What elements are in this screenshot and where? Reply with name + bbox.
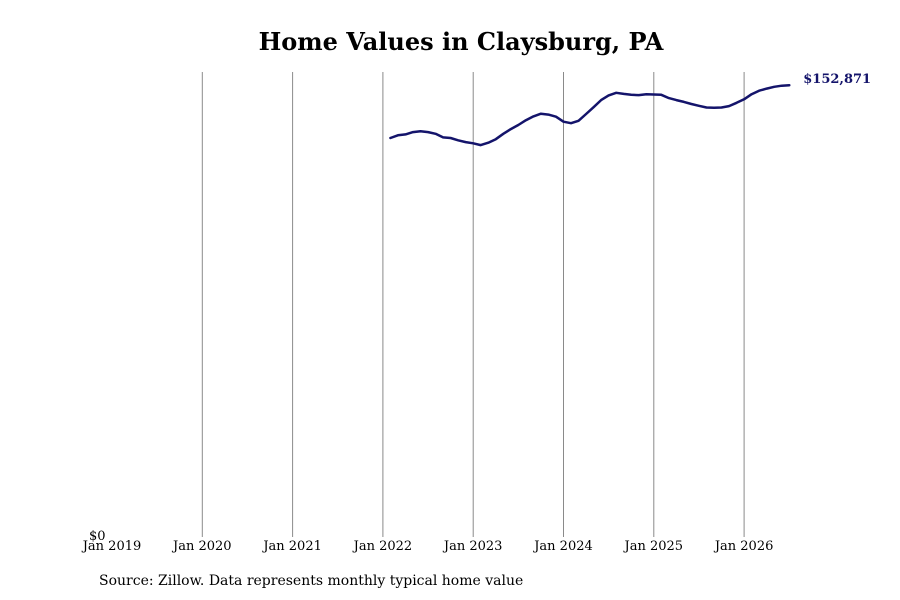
x-tick-label: Jan 2023 — [442, 539, 503, 554]
x-tick-label: Jan 2025 — [623, 539, 684, 554]
x-axis-ticks: Jan 2019 Jan 2020 Jan 2021 Jan 2022 Jan 2023… — [81, 539, 774, 554]
series-line — [389, 83, 791, 147]
source-note: Source: Zillow. Data represents monthly … — [99, 573, 524, 589]
x-tick-label: Jan 2021 — [261, 539, 322, 554]
chart-title: Home Values in Claysburg, PA — [258, 27, 664, 56]
x-tick-label: Jan 2026 — [713, 539, 774, 554]
x-tick-label: Jan 2022 — [352, 539, 413, 554]
y-tick-label: $0 — [89, 529, 106, 544]
x-tick-label: Jan 2024 — [532, 539, 593, 554]
end-value-label: $152,871 — [803, 72, 871, 87]
x-tick-label: Jan 2019 — [81, 539, 142, 554]
grid-lines — [201, 72, 745, 537]
x-tick-label: Jan 2020 — [171, 539, 232, 554]
